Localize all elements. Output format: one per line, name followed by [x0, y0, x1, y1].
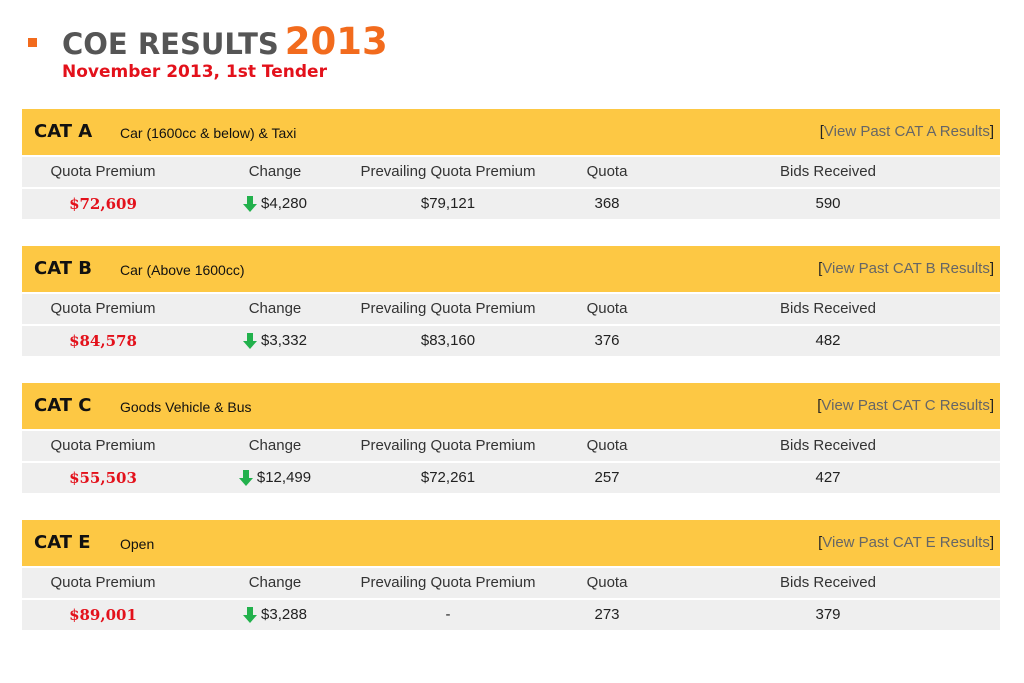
category-code: CAT C: [34, 395, 92, 416]
bullet-icon: [28, 38, 37, 47]
column-header-row: Quota Premium Change Prevailing Quota Pr…: [22, 294, 1000, 324]
arrow-down-icon: [238, 470, 253, 487]
change-cell: $12,499: [184, 463, 366, 493]
arrow-down-icon: [243, 196, 258, 213]
col-bids: Bids Received: [780, 163, 876, 180]
quota-premium-value: $84,578: [69, 332, 137, 350]
change-value: $3,332: [261, 332, 307, 349]
view-past-results-link[interactable]: [View Past CAT C Results]: [817, 397, 994, 414]
col-bids: Bids Received: [780, 437, 876, 454]
category-description: Car (Above 1600cc): [120, 262, 245, 278]
category-code: CAT A: [34, 121, 93, 142]
col-bids: Bids Received: [780, 574, 876, 591]
col-quota-premium: Quota Premium: [50, 163, 156, 180]
column-header-row: Quota Premium Change Prevailing Quota Pr…: [22, 431, 1000, 461]
change-cell: $4,280: [184, 189, 366, 219]
prevailing-value: $79,121: [420, 195, 476, 212]
bids-value: 482: [815, 332, 841, 349]
category-header: CAT A Car (1600cc & below) & Taxi [View …: [22, 109, 1000, 155]
link-bracket-close: ]: [989, 260, 994, 277]
view-past-results-link[interactable]: [View Past CAT B Results]: [818, 260, 994, 277]
title-year: 2013: [284, 20, 388, 63]
col-change: Change: [248, 574, 302, 591]
tender-subtitle: November 2013, 1st Tender: [62, 62, 327, 82]
category-card-a: CAT A Car (1600cc & below) & Taxi [View …: [22, 109, 1000, 219]
quota-premium-value: $55,503: [69, 469, 137, 487]
category-header: CAT C Goods Vehicle & Bus [View Past CAT…: [22, 383, 1000, 429]
link-bracket-close: ]: [989, 534, 994, 551]
page-title: COE RESULTS 2013: [62, 20, 388, 63]
values-row: $84,578 $3,332 $83,160 376 482: [22, 326, 1000, 356]
category-code: CAT B: [34, 258, 93, 279]
quota-premium-value: $89,001: [69, 606, 137, 624]
change-value: $4,280: [261, 195, 307, 212]
link-bracket-open: [: [818, 260, 823, 277]
category-header: CAT B Car (Above 1600cc) [View Past CAT …: [22, 246, 1000, 292]
col-quota-premium: Quota Premium: [50, 437, 156, 454]
link-bracket-open: [: [817, 397, 822, 414]
view-past-results-label[interactable]: View Past CAT E Results: [822, 534, 990, 551]
category-description: Car (1600cc & below) & Taxi: [120, 125, 297, 141]
change-cell: $3,332: [184, 326, 366, 356]
col-change: Change: [248, 163, 302, 180]
link-bracket-close: ]: [989, 123, 994, 140]
quota-premium-value: $72,609: [69, 195, 137, 213]
column-header-row: Quota Premium Change Prevailing Quota Pr…: [22, 568, 1000, 598]
arrow-down-icon: [243, 607, 258, 624]
category-description: Open: [120, 536, 155, 552]
values-row: $72,609 $4,280 $79,121 368 590: [22, 189, 1000, 219]
prevailing-value: -: [445, 606, 451, 623]
col-quota-premium: Quota Premium: [50, 300, 156, 317]
change-cell: $3,288: [184, 600, 366, 630]
col-quota: Quota: [586, 163, 628, 180]
arrow-down-icon: [243, 333, 258, 350]
page-header: COE RESULTS 2013 November 2013, 1st Tende…: [24, 18, 624, 88]
view-past-results-link[interactable]: [View Past CAT A Results]: [820, 123, 994, 140]
category-code: CAT E: [34, 532, 91, 553]
column-header-row: Quota Premium Change Prevailing Quota Pr…: [22, 157, 1000, 187]
col-quota: Quota: [586, 437, 628, 454]
category-description: Goods Vehicle & Bus: [120, 399, 252, 415]
quota-value: 273: [594, 606, 620, 623]
values-row: $55,503 $12,499 $72,261 257 427: [22, 463, 1000, 493]
col-bids: Bids Received: [780, 300, 876, 317]
quota-value: 376: [594, 332, 620, 349]
col-change: Change: [248, 437, 302, 454]
view-past-results-link[interactable]: [View Past CAT E Results]: [818, 534, 994, 551]
col-prevailing: Prevailing Quota Premium: [360, 437, 536, 454]
view-past-results-label[interactable]: View Past CAT B Results: [822, 260, 990, 277]
category-card-e: CAT E Open [View Past CAT E Results] Quo…: [22, 520, 1000, 630]
col-quota-premium: Quota Premium: [50, 574, 156, 591]
prevailing-value: $72,261: [420, 469, 476, 486]
prevailing-value: $83,160: [420, 332, 476, 349]
link-bracket-open: [: [819, 123, 824, 140]
bids-value: 590: [815, 195, 841, 212]
quota-value: 257: [594, 469, 620, 486]
category-card-b: CAT B Car (Above 1600cc) [View Past CAT …: [22, 246, 1000, 356]
col-change: Change: [248, 300, 302, 317]
values-row: $89,001 $3,288 - 273 379: [22, 600, 1000, 630]
link-bracket-open: [: [818, 534, 823, 551]
link-bracket-close: ]: [989, 397, 994, 414]
col-quota: Quota: [586, 300, 628, 317]
col-prevailing: Prevailing Quota Premium: [360, 300, 536, 317]
col-prevailing: Prevailing Quota Premium: [360, 574, 536, 591]
view-past-results-label[interactable]: View Past CAT A Results: [823, 123, 990, 140]
change-value: $12,499: [256, 469, 312, 486]
col-prevailing: Prevailing Quota Premium: [360, 163, 536, 180]
bids-value: 379: [815, 606, 841, 623]
quota-value: 368: [594, 195, 620, 212]
bids-value: 427: [815, 469, 841, 486]
category-card-c: CAT C Goods Vehicle & Bus [View Past CAT…: [22, 383, 1000, 493]
category-header: CAT E Open [View Past CAT E Results]: [22, 520, 1000, 566]
change-value: $3,288: [261, 606, 307, 623]
title-text: COE RESULTS: [62, 27, 279, 61]
view-past-results-label[interactable]: View Past CAT C Results: [821, 397, 990, 414]
col-quota: Quota: [586, 574, 628, 591]
